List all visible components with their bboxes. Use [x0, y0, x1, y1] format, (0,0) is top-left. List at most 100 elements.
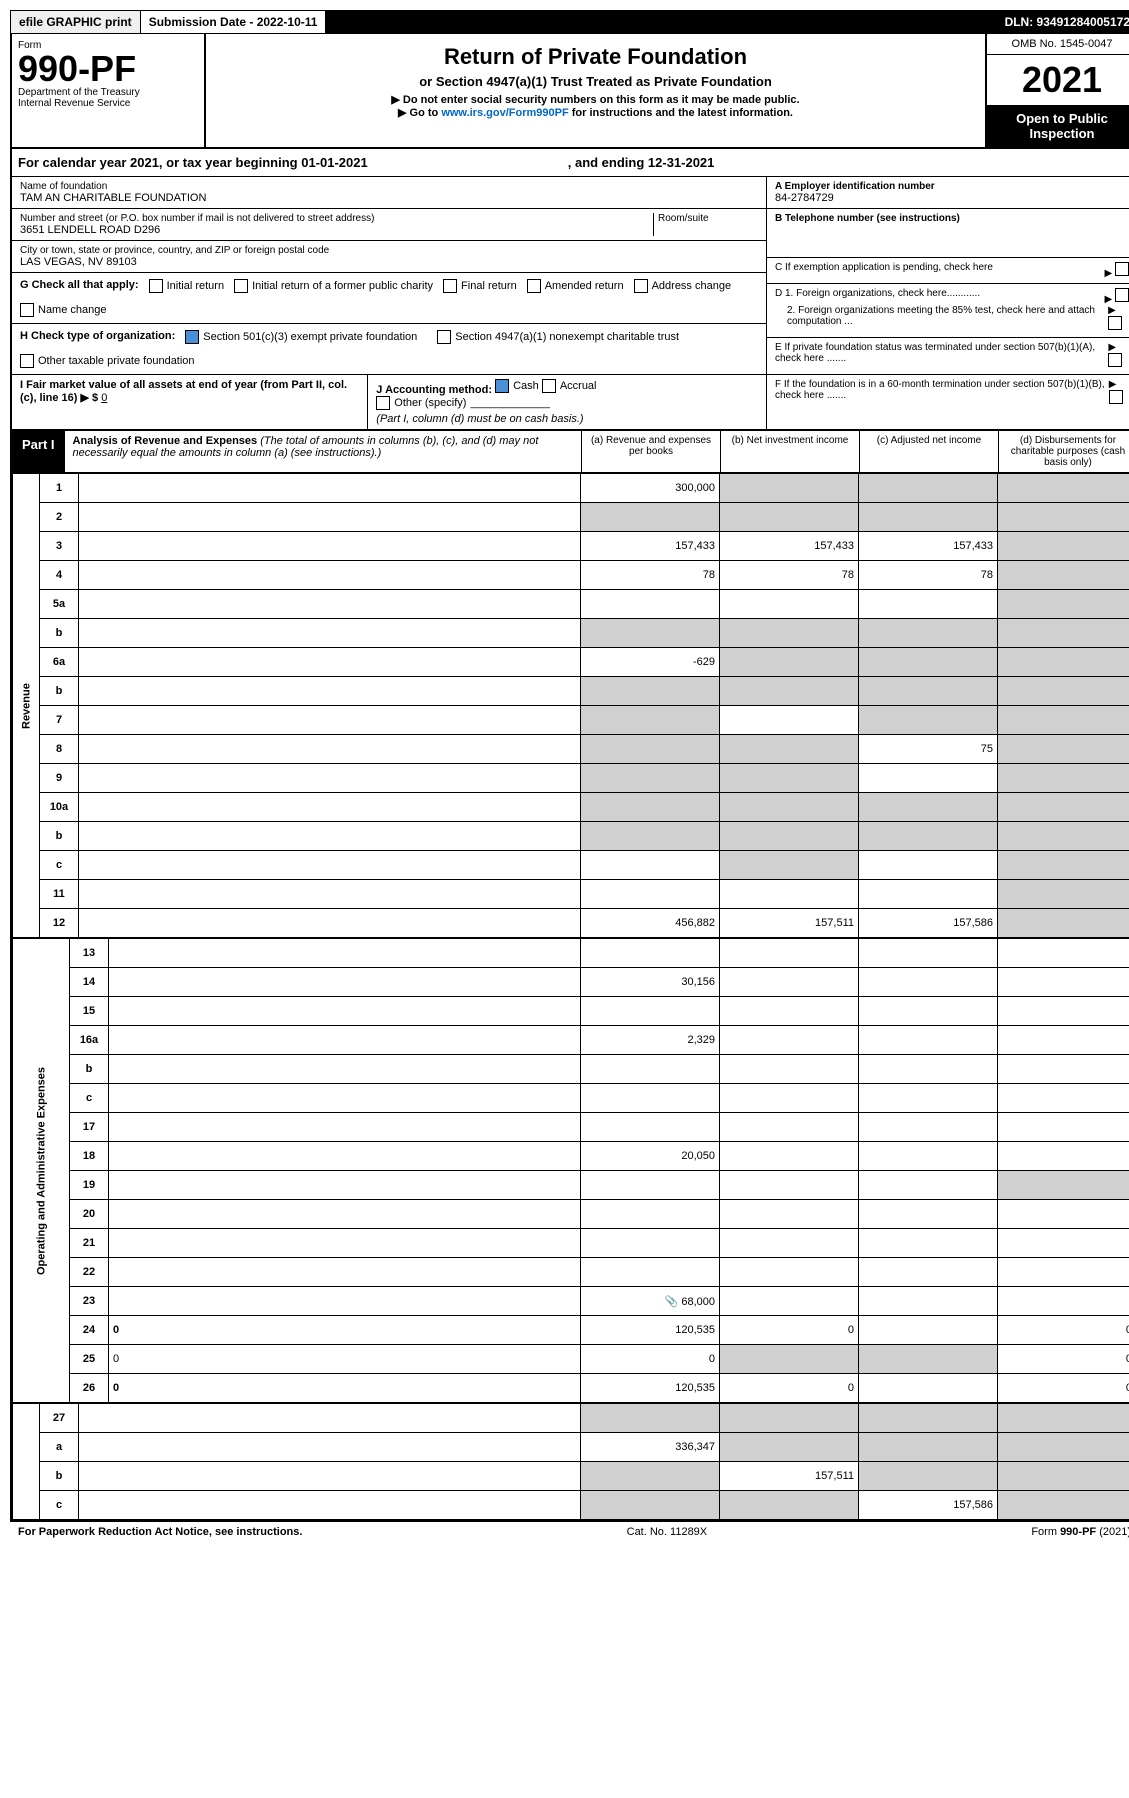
accrual-check[interactable]: Accrual	[542, 379, 597, 393]
table-row: 17	[13, 1113, 1129, 1142]
table-row: Operating and Administrative Expenses13	[13, 939, 1129, 968]
table-row: 23📎 68,000	[13, 1287, 1129, 1316]
submission-date: Submission Date - 2022-10-11	[141, 11, 326, 33]
foundation-name: TAM AN CHARITABLE FOUNDATION	[20, 192, 758, 204]
table-row: 260120,53500	[13, 1374, 1129, 1403]
initial-public-check[interactable]: Initial return of a former public charit…	[234, 279, 433, 293]
footer-mid: Cat. No. 11289X	[627, 1526, 708, 1538]
f-check[interactable]	[1109, 390, 1123, 404]
col-c-header: (c) Adjusted net income	[859, 431, 998, 472]
table-row: 10a	[13, 793, 1129, 822]
table-row: 3157,433157,433157,433	[13, 532, 1129, 561]
table-row: b	[13, 677, 1129, 706]
note-1: ▶ Do not enter social security numbers o…	[216, 93, 975, 106]
name-label: Name of foundation	[20, 181, 758, 192]
e-label: E If private foundation status was termi…	[775, 342, 1108, 370]
j-label: J Accounting method:	[376, 384, 492, 396]
table-row: 11	[13, 880, 1129, 909]
table-row: Revenue1300,000	[13, 474, 1129, 503]
omb-number: OMB No. 1545-0047	[987, 34, 1129, 55]
h-label: H Check type of organization:	[20, 330, 175, 344]
room-label: Room/suite	[658, 213, 758, 224]
dept-label: Department of the Treasury	[18, 87, 198, 98]
table-row: b	[13, 822, 1129, 851]
table-row: 1430,156	[13, 968, 1129, 997]
phone-label: B Telephone number (see instructions)	[775, 213, 1129, 224]
table-row: c157,586	[13, 1491, 1129, 1520]
table-row: b157,511	[13, 1462, 1129, 1491]
dln-label: DLN: 93491284005172	[997, 11, 1129, 33]
pending-check[interactable]	[1115, 262, 1129, 276]
cash-check[interactable]: Cash	[495, 379, 539, 393]
table-row: 875	[13, 735, 1129, 764]
expense-table: Operating and Administrative Expenses131…	[12, 938, 1129, 1403]
col-b-header: (b) Net investment income	[720, 431, 859, 472]
efile-print-button[interactable]: efile GRAPHIC print	[11, 11, 141, 33]
table-row: 9	[13, 764, 1129, 793]
table-row: 20	[13, 1200, 1129, 1229]
d2-check[interactable]	[1108, 316, 1122, 330]
table-row: 21	[13, 1229, 1129, 1258]
summary-table: 27a336,347b157,511c157,586	[12, 1403, 1129, 1520]
table-row: 240120,53500	[13, 1316, 1129, 1345]
tax-year: 2021	[987, 55, 1129, 105]
footer-left: For Paperwork Reduction Act Notice, see …	[18, 1526, 302, 1538]
revenue-table: Revenue1300,00023157,433157,433157,43347…	[12, 473, 1129, 938]
calendar-year: For calendar year 2021, or tax year begi…	[12, 149, 1129, 177]
name-change-check[interactable]: Name change	[20, 303, 107, 317]
part-1-title: Analysis of Revenue and Expenses	[73, 435, 258, 447]
page-title: Return of Private Foundation	[216, 44, 975, 70]
other-specify-check[interactable]: Other (specify) _____________	[376, 396, 550, 410]
table-row: b	[13, 619, 1129, 648]
table-row: 1820,050	[13, 1142, 1129, 1171]
table-row: a336,347	[13, 1433, 1129, 1462]
top-bar: efile GRAPHIC print Submission Date - 20…	[10, 10, 1129, 34]
table-row: 22	[13, 1258, 1129, 1287]
form-number: 990-PF	[18, 51, 198, 87]
col-a-header: (a) Revenue and expenses per books	[581, 431, 720, 472]
g-label: G Check all that apply:	[20, 279, 139, 293]
fmv-value: 0	[101, 392, 107, 404]
footer-right: Form 990-PF (2021)	[1031, 1526, 1129, 1538]
open-public-badge: Open to Public Inspection	[987, 105, 1129, 147]
table-row: 5a	[13, 590, 1129, 619]
part-1-label: Part I	[12, 431, 65, 472]
table-row: 4787878	[13, 561, 1129, 590]
addr-label: Number and street (or P.O. box number if…	[20, 213, 653, 224]
table-row: 15	[13, 997, 1129, 1026]
instructions-link[interactable]: www.irs.gov/Form990PF	[441, 107, 568, 119]
table-row: 16a2,329	[13, 1026, 1129, 1055]
col-d-header: (d) Disbursements for charitable purpose…	[998, 431, 1129, 472]
i-label: I Fair market value of all assets at end…	[20, 379, 347, 404]
city-state: LAS VEGAS, NV 89103	[20, 256, 758, 268]
4947-check[interactable]: Section 4947(a)(1) nonexempt charitable …	[437, 330, 679, 344]
table-row: c	[13, 851, 1129, 880]
table-row: 6a-629	[13, 648, 1129, 677]
ein-label: A Employer identification number	[775, 181, 1129, 192]
d1-check[interactable]	[1115, 288, 1129, 302]
address-change-check[interactable]: Address change	[634, 279, 732, 293]
j-note: (Part I, column (d) must be on cash basi…	[376, 413, 583, 425]
final-return-check[interactable]: Final return	[443, 279, 517, 293]
e-check[interactable]	[1108, 353, 1122, 367]
ein-value: 84-2784729	[775, 192, 1129, 204]
pending-label: C If exemption application is pending, c…	[775, 262, 993, 279]
d2-label: 2. Foreign organizations meeting the 85%…	[787, 305, 1108, 333]
initial-return-check[interactable]: Initial return	[149, 279, 224, 293]
address: 3651 LENDELL ROAD D296	[20, 224, 653, 236]
amended-return-check[interactable]: Amended return	[527, 279, 624, 293]
city-label: City or town, state or province, country…	[20, 245, 758, 256]
table-row: b	[13, 1055, 1129, 1084]
irs-label: Internal Revenue Service	[18, 98, 198, 109]
table-row: 25000	[13, 1345, 1129, 1374]
table-row: 2	[13, 503, 1129, 532]
table-row: 7	[13, 706, 1129, 735]
table-row: c	[13, 1084, 1129, 1113]
other-taxable-check[interactable]: Other taxable private foundation	[20, 354, 195, 368]
page-subtitle: or Section 4947(a)(1) Trust Treated as P…	[216, 74, 975, 89]
table-row: 19	[13, 1171, 1129, 1200]
table-row: 27	[13, 1404, 1129, 1433]
501c3-check[interactable]: Section 501(c)(3) exempt private foundat…	[185, 330, 417, 344]
d1-label: D 1. Foreign organizations, check here..…	[775, 288, 980, 305]
f-label: F If the foundation is in a 60-month ter…	[775, 379, 1109, 407]
